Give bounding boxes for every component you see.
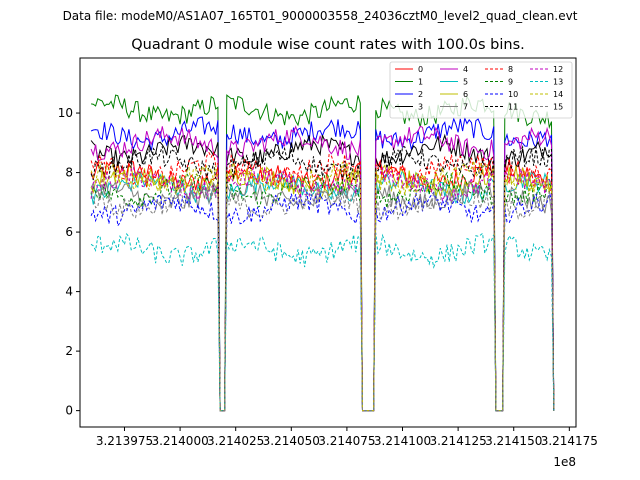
legend-label-0: 0 (418, 65, 423, 74)
legend-label-3: 3 (418, 103, 423, 112)
legend-label-8: 8 (508, 65, 513, 74)
series-line-10 (90, 191, 555, 412)
legend-box (389, 61, 573, 119)
legend-label-14: 14 (553, 90, 563, 99)
series-line-11 (90, 145, 555, 412)
legend-label-10: 10 (508, 90, 518, 99)
x-tick-label: 3.214100 (374, 434, 431, 448)
x-tick-label: 3.214125 (429, 434, 486, 448)
legend-label-4: 4 (463, 65, 468, 74)
legend-label-11: 11 (508, 103, 518, 112)
legend-label-7: 7 (463, 103, 468, 112)
legend-label-2: 2 (418, 90, 423, 99)
x-tick-label: 3.214175 (541, 434, 598, 448)
legend-label-12: 12 (553, 65, 563, 74)
series-line-8 (90, 151, 555, 412)
x-tick-label: 3.214025 (207, 434, 264, 448)
plot-area (90, 94, 555, 412)
y-tick-label: 6 (65, 225, 73, 239)
chart-title: Quadrant 0 module wise count rates with … (131, 37, 525, 53)
series-line-14 (90, 160, 555, 412)
axes-frame (79, 57, 577, 428)
x-tick-label: 3.213975 (96, 434, 153, 448)
series-line-15 (90, 183, 555, 412)
legend-label-13: 13 (553, 78, 563, 87)
legend-label-1: 1 (418, 78, 423, 87)
y-axis: 0 2 4 6 8 10 (58, 106, 80, 418)
y-tick-label: 0 (65, 404, 73, 418)
y-tick-label: 10 (58, 106, 73, 120)
x-tick-label: 3.214075 (318, 434, 375, 448)
series-line-4 (90, 125, 555, 412)
x-tick-label: 3.214050 (263, 434, 320, 448)
chart-suptitle: Data file: modeM0/AS1A07_165T01_90000035… (63, 9, 578, 23)
series-line-13 (90, 232, 555, 412)
legend-label-6: 6 (463, 90, 468, 99)
series-line-7 (90, 180, 555, 412)
legend-label-5: 5 (463, 78, 468, 87)
x-axis: 3.2139753.2140003.2140253.2140503.214075… (96, 427, 598, 448)
x-tick-label: 3.214000 (151, 434, 208, 448)
series-line-3 (90, 133, 555, 412)
x-tick-label: 3.214150 (485, 434, 542, 448)
legend-label-9: 9 (508, 78, 513, 87)
legend-label-15: 15 (553, 103, 563, 112)
y-tick-label: 8 (65, 166, 73, 180)
series-line-2 (90, 116, 555, 412)
x-axis-offset-label: 1e8 (553, 455, 576, 469)
y-tick-label: 4 (65, 285, 73, 299)
series-line-9 (90, 171, 555, 412)
y-tick-label: 2 (65, 344, 73, 358)
